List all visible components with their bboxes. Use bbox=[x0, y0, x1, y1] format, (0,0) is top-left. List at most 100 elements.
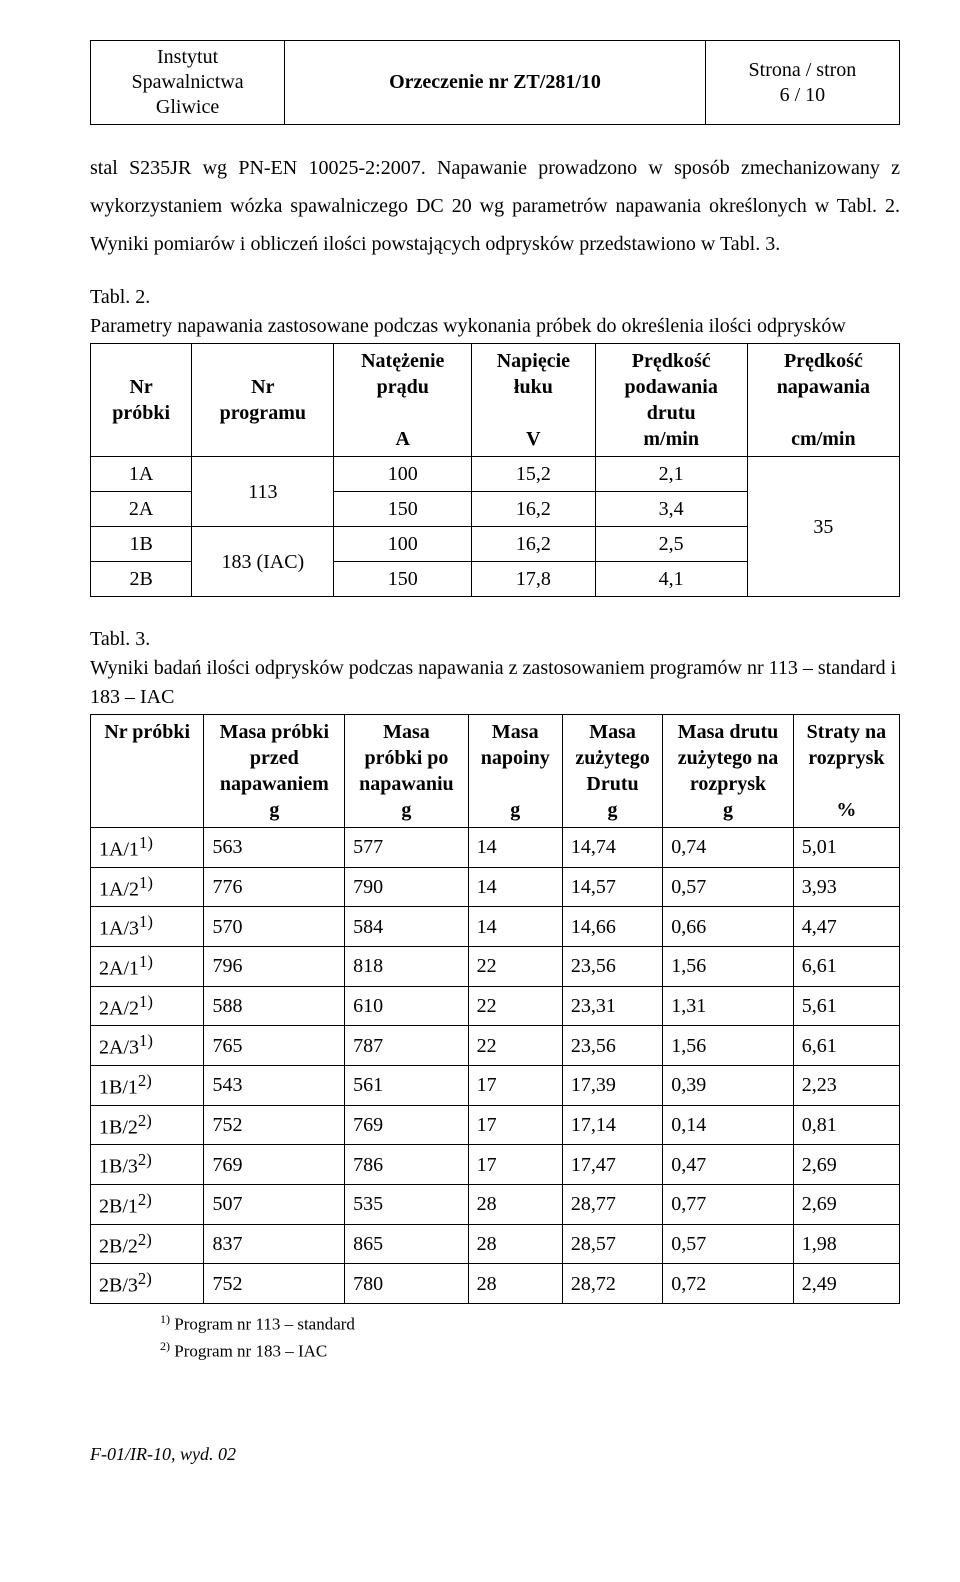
t3-cell: 6,61 bbox=[793, 946, 899, 986]
t3-cell: 28 bbox=[468, 1224, 562, 1264]
t3-cell: 787 bbox=[345, 1026, 469, 1066]
t3-cell: 28,72 bbox=[562, 1264, 662, 1304]
t3-cell: 610 bbox=[345, 986, 469, 1026]
t3-cell: 6,61 bbox=[793, 1026, 899, 1066]
t3-h-mass-spatter: Masa drutu zużytego na rozprysk g bbox=[663, 715, 793, 828]
table-row: 1B/22)7527691717,140,140,81 bbox=[91, 1105, 900, 1145]
t3-cell: 563 bbox=[204, 828, 345, 868]
t3-sample-id: 2B/32) bbox=[91, 1264, 204, 1304]
t3-cell: 17 bbox=[468, 1065, 562, 1105]
t3-cell: 790 bbox=[345, 867, 469, 907]
t3-h-sample: Nr próbki bbox=[91, 715, 204, 828]
t3-h-mass-weld: Masa napoiny g bbox=[468, 715, 562, 828]
header-left-l2: Spawalnictwa bbox=[131, 71, 243, 93]
t3-cell: 865 bbox=[345, 1224, 469, 1264]
t3-cell: 0,72 bbox=[663, 1264, 793, 1304]
t3-cell: 1,56 bbox=[663, 946, 793, 986]
t3-cell: 2,49 bbox=[793, 1264, 899, 1304]
t3-cell: 561 bbox=[345, 1065, 469, 1105]
t3-cell: 0,47 bbox=[663, 1145, 793, 1185]
t3-cell: 14 bbox=[468, 907, 562, 947]
t2-h-amp: Natężenie prądu A bbox=[334, 344, 472, 457]
t3-sample-id: 2B/22) bbox=[91, 1224, 204, 1264]
t3-cell: 14,66 bbox=[562, 907, 662, 947]
t3-cell: 584 bbox=[345, 907, 469, 947]
t3-cell: 17,14 bbox=[562, 1105, 662, 1145]
t3-h-mass-after: Masa próbki po napawaniu g bbox=[345, 715, 469, 828]
t3-cell: 23,56 bbox=[562, 1026, 662, 1066]
t3-h-mass-before: Masa próbki przed napawaniem g bbox=[204, 715, 345, 828]
t3-cell: 0,74 bbox=[663, 828, 793, 868]
t3-h-loss-pct: Straty na rozprysk % bbox=[793, 715, 899, 828]
t3-cell: 2,69 bbox=[793, 1145, 899, 1185]
t2-speed-cell: 35 bbox=[747, 457, 899, 597]
t3-cell: 776 bbox=[204, 867, 345, 907]
t3-cell: 1,31 bbox=[663, 986, 793, 1026]
t3-sample-id: 2A/21) bbox=[91, 986, 204, 1026]
table3: Nr próbki Masa próbki przed napawaniem g… bbox=[90, 714, 900, 1304]
t3-cell: 4,47 bbox=[793, 907, 899, 947]
header-left-l1: Instytut bbox=[157, 46, 218, 68]
header-left-l3: Gliwice bbox=[156, 96, 219, 118]
table-row: 1A/11)5635771414,740,745,01 bbox=[91, 828, 900, 868]
t3-cell: 28,57 bbox=[562, 1224, 662, 1264]
t3-cell: 1,56 bbox=[663, 1026, 793, 1066]
t3-cell: 3,93 bbox=[793, 867, 899, 907]
table-row: 1B/12)5435611717,390,392,23 bbox=[91, 1065, 900, 1105]
t3-cell: 796 bbox=[204, 946, 345, 986]
t3-cell: 0,66 bbox=[663, 907, 793, 947]
t3-cell: 543 bbox=[204, 1065, 345, 1105]
header-document-title: Orzeczenie nr ZT/281/10 bbox=[285, 41, 706, 125]
table-row: 2B/12)5075352828,770,772,69 bbox=[91, 1184, 900, 1224]
table-row: 1B/32)7697861717,470,472,69 bbox=[91, 1145, 900, 1185]
t3-cell: 752 bbox=[204, 1264, 345, 1304]
table2: Nr próbki Nr programu Natężenie prądu A … bbox=[90, 343, 900, 597]
t3-cell: 535 bbox=[345, 1184, 469, 1224]
table-row: 2A/31)7657872223,561,566,61 bbox=[91, 1026, 900, 1066]
table-row: 2B/32)7527802828,720,722,49 bbox=[91, 1264, 900, 1304]
table2-caption-num: Tabl. 2. bbox=[90, 286, 150, 308]
table2-caption: Tabl. 2. Parametry napawania zastosowane… bbox=[90, 283, 900, 341]
t3-cell: 5,61 bbox=[793, 986, 899, 1026]
t3-cell: 17 bbox=[468, 1105, 562, 1145]
t3-sample-id: 2A/31) bbox=[91, 1026, 204, 1066]
t3-cell: 507 bbox=[204, 1184, 345, 1224]
t3-cell: 837 bbox=[204, 1224, 345, 1264]
t3-sample-id: 1A/11) bbox=[91, 828, 204, 868]
t3-sample-id: 1A/21) bbox=[91, 867, 204, 907]
header-right-l2: 6 / 10 bbox=[780, 84, 826, 106]
t3-cell: 2,23 bbox=[793, 1065, 899, 1105]
t3-cell: 5,01 bbox=[793, 828, 899, 868]
footnote-2: 2) Program nr 183 – IAC bbox=[160, 1337, 900, 1364]
t3-cell: 28 bbox=[468, 1264, 562, 1304]
t3-cell: 0,57 bbox=[663, 867, 793, 907]
t3-cell: 17 bbox=[468, 1145, 562, 1185]
t3-cell: 570 bbox=[204, 907, 345, 947]
t3-cell: 23,31 bbox=[562, 986, 662, 1026]
t3-cell: 769 bbox=[345, 1105, 469, 1145]
t3-cell: 14,74 bbox=[562, 828, 662, 868]
t3-cell: 786 bbox=[345, 1145, 469, 1185]
table3-caption-text: Wyniki badań ilości odprysków podczas na… bbox=[90, 657, 896, 708]
table-row: 1A 113 100 15,2 2,1 35 bbox=[91, 457, 900, 492]
t3-cell: 769 bbox=[204, 1145, 345, 1185]
footnote-1: 1) Program nr 113 – standard bbox=[160, 1310, 900, 1337]
t3-cell: 818 bbox=[345, 946, 469, 986]
t3-cell: 0,77 bbox=[663, 1184, 793, 1224]
t3-cell: 17,39 bbox=[562, 1065, 662, 1105]
page-header-table: Instytut Spawalnictwa Gliwice Orzeczenie… bbox=[90, 40, 900, 125]
table-row: 2A/21)5886102223,311,315,61 bbox=[91, 986, 900, 1026]
t3-cell: 22 bbox=[468, 946, 562, 986]
t3-cell: 1,98 bbox=[793, 1224, 899, 1264]
t3-cell: 0,81 bbox=[793, 1105, 899, 1145]
t2-h-volt: Napięcie łuku V bbox=[472, 344, 595, 457]
table3-footnotes: 1) Program nr 113 – standard 2) Program … bbox=[90, 1310, 900, 1364]
t3-cell: 588 bbox=[204, 986, 345, 1026]
t3-cell: 0,14 bbox=[663, 1105, 793, 1145]
t3-sample-id: 2A/11) bbox=[91, 946, 204, 986]
t2-h-feed: Prędkość podawania drutu m/min bbox=[595, 344, 747, 457]
t3-cell: 17,47 bbox=[562, 1145, 662, 1185]
t3-cell: 752 bbox=[204, 1105, 345, 1145]
t3-sample-id: 1B/32) bbox=[91, 1145, 204, 1185]
table-row: 1A/31)5705841414,660,664,47 bbox=[91, 907, 900, 947]
